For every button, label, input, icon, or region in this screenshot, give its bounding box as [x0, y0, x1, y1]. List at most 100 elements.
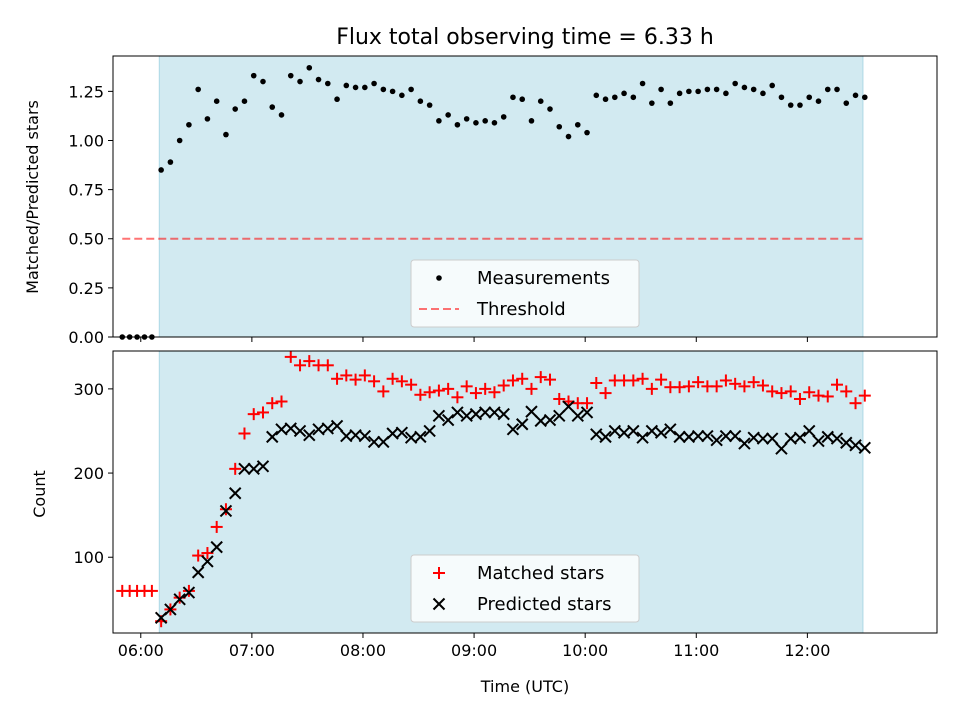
predicted-star-point: [830, 432, 844, 445]
cross-stroke: [803, 424, 816, 438]
predicted-star-point: [553, 409, 566, 423]
predicted-star-point: [728, 429, 742, 443]
measurement-point: [297, 78, 303, 85]
measurement-point: [445, 112, 451, 118]
cross-stroke: [173, 593, 186, 606]
predicted-star-point: [358, 429, 372, 443]
measurement-point: [260, 78, 266, 85]
top-legend: Measurements Threshold: [410, 259, 640, 328]
matched-star-point: [284, 350, 297, 363]
measurement-point: [686, 88, 692, 95]
y-tick-label: 0.00: [68, 328, 104, 347]
predicted-star-point: [478, 406, 492, 419]
measurement-point: [371, 80, 377, 87]
cross-stroke: [765, 432, 779, 445]
predicted-star-point: [654, 426, 668, 439]
measurement-point: [861, 94, 868, 101]
measurement-point: [278, 112, 285, 118]
axes-frame: [112, 350, 938, 634]
measurement-point: [399, 92, 405, 99]
measurement-point: [723, 90, 729, 97]
cross-stroke: [201, 555, 214, 568]
matched-star-point: [275, 395, 288, 408]
matched-star-point: [238, 427, 251, 440]
measurement-point: [547, 106, 553, 112]
cross-stroke: [238, 462, 251, 476]
cross-stroke: [830, 432, 844, 445]
measurement-point: [408, 86, 414, 93]
matched-star-point: [377, 385, 390, 398]
cross-stroke: [654, 426, 668, 439]
matched-star-point: [331, 372, 344, 385]
matched-star-point: [266, 397, 279, 410]
measurement-point: [778, 94, 785, 101]
legend-matched-marker: [433, 567, 445, 579]
cross-stroke: [728, 429, 742, 443]
cross-stroke: [710, 434, 723, 447]
predicted-star-point: [803, 424, 816, 438]
measurement-point: [500, 114, 507, 120]
x-tick-label: 10:00: [562, 641, 608, 660]
top-panel: Matched/Predicted stars 0.00 0.25 0.50 0.75…: [23, 55, 938, 347]
cross-stroke: [784, 432, 797, 445]
predicted-star-point: [701, 429, 714, 443]
matched-star-point: [506, 374, 519, 387]
cross-stroke: [553, 409, 566, 423]
measurement-point: [454, 121, 461, 128]
cross-stroke: [701, 429, 714, 443]
matched-star-point: [636, 372, 649, 385]
matched-star-point: [229, 462, 242, 475]
measurement-point: [537, 98, 544, 104]
measurement-point: [760, 90, 766, 97]
predicted-star-point: [247, 462, 260, 476]
cross-stroke: [256, 460, 270, 473]
predicted-star-point: [849, 439, 862, 452]
measurement-point: [741, 84, 748, 91]
measurement-point: [232, 106, 239, 112]
measurement-point: [195, 86, 201, 93]
measurement-point: [482, 118, 488, 124]
measurement-point: [306, 64, 313, 71]
cross-stroke: [210, 540, 223, 554]
bottom-legend: Matched stars Predicted stars: [410, 554, 640, 623]
matched-star-point: [553, 392, 566, 405]
cross-stroke: [386, 427, 399, 440]
cross-stroke: [191, 566, 205, 579]
matched-star-point: [340, 369, 353, 382]
measurement-point: [815, 98, 822, 104]
measurement-point: [584, 129, 590, 136]
matched-star-point: [543, 373, 556, 386]
predicted-star-point: [636, 431, 649, 444]
matched-star-point: [747, 376, 760, 389]
y-tick-label: 300: [73, 380, 104, 399]
predicted-star-point: [256, 460, 270, 473]
predicted-star-point: [562, 400, 575, 413]
cross-stroke: [840, 436, 853, 449]
legend-label: Measurements: [477, 268, 610, 289]
cross-stroke: [738, 437, 751, 450]
measurement-point: [612, 94, 618, 101]
cross-stroke: [682, 430, 696, 444]
cross-stroke: [571, 409, 584, 423]
predicted-star-point: [840, 436, 853, 449]
measurement-point: [528, 118, 535, 124]
matched-star-point: [294, 359, 307, 372]
measurement-point: [436, 118, 442, 124]
predicted-star-point: [423, 424, 436, 438]
measurement-point: [223, 131, 229, 138]
cross-stroke: [266, 430, 279, 444]
predicted-star-point: [432, 409, 446, 423]
cross-stroke: [506, 423, 520, 436]
y-tick-label: 100: [73, 548, 104, 567]
predicted-star-point: [738, 437, 751, 450]
measurement-point: [621, 90, 627, 97]
matched-star-point: [729, 377, 742, 390]
predicted-star-point: [201, 555, 214, 568]
measurement-point: [769, 82, 775, 89]
matched-star-point: [534, 371, 547, 384]
cross-stroke: [756, 432, 770, 445]
predicted-star-point: [330, 419, 344, 433]
cross-stroke: [719, 429, 733, 443]
measurement-point: [213, 98, 220, 104]
cross-stroke: [525, 405, 538, 418]
